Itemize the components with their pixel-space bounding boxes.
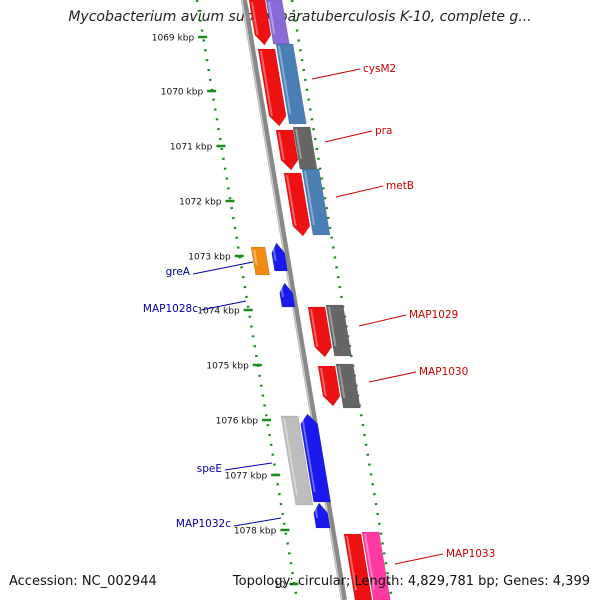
gene-block-MAP1033[interactable] xyxy=(343,533,373,600)
gene-label[interactable]: MAP1028c xyxy=(143,303,198,315)
ruler-tick-label: 1076 kbp xyxy=(216,417,259,427)
gene-block-MAP1030[interactable] xyxy=(317,365,341,407)
gene-sheen xyxy=(320,367,327,397)
accession-text: Accession: NC_002944 xyxy=(9,574,157,589)
gene-sheen xyxy=(280,284,284,298)
gene-sheen xyxy=(286,174,297,227)
gene-sheen xyxy=(251,1,259,36)
gene-sheen xyxy=(301,415,316,493)
gene-sheen xyxy=(364,533,376,591)
label-leader xyxy=(311,68,361,80)
gene-block-cysM2[interactable] xyxy=(257,48,287,127)
label-leader xyxy=(224,462,273,471)
ruler-tick-label: 1073 kbp xyxy=(188,253,231,263)
gene-label[interactable]: greA xyxy=(166,266,191,278)
label-leader xyxy=(324,130,373,143)
gene-sheen xyxy=(272,244,277,262)
topology-text: Topology: circular; Length: 4,829,781 bp… xyxy=(232,574,590,589)
gene-label[interactable]: pra xyxy=(375,125,392,137)
gene-block-cysM2-product[interactable] xyxy=(275,43,307,125)
gene-label[interactable]: cysM2 xyxy=(363,63,396,75)
gene-label[interactable]: MAP1033 xyxy=(446,548,495,560)
gene-block-MAP1030-product[interactable] xyxy=(335,363,361,409)
genome-title: Mycobacterium avium subsp. paratuberculo… xyxy=(68,9,532,25)
gene-label[interactable]: metB xyxy=(386,180,414,192)
label-leader xyxy=(233,517,282,527)
label-leader xyxy=(200,300,247,311)
ruler-tick-label: 1072 kbp xyxy=(179,198,222,208)
gene-block-metB[interactable] xyxy=(283,172,311,237)
gene-block-greA[interactable] xyxy=(250,246,271,276)
gene-block-MAP1029-product[interactable] xyxy=(325,304,352,357)
gene-labels: cysM2 pra metB MAP1029 MAP1030 MAP1033 greA MAP… xyxy=(143,63,495,565)
ruler-tick-label: 1070 kbp xyxy=(161,88,204,98)
ruler-tick-label: 1074 kbp xyxy=(197,307,240,317)
label-leader xyxy=(358,314,407,327)
gene-sheen xyxy=(283,417,298,496)
gene-block[interactable] xyxy=(248,0,272,46)
gene-sheen xyxy=(346,535,357,591)
gene-sheen xyxy=(295,128,302,160)
ruler: 1069 kbp 1070 kbp 1071 kbp 1072 kbp 1073 kbp… xyxy=(152,0,394,600)
gene-sheen xyxy=(310,308,319,348)
gene-sheen xyxy=(278,45,292,115)
gene-label[interactable]: MAP1030 xyxy=(419,366,468,378)
gene-sheen xyxy=(338,365,346,399)
label-leader xyxy=(335,185,384,198)
ruler-tick-label: 10 xyxy=(274,581,286,591)
gene-sheen xyxy=(253,248,258,266)
gene-block-greA-product[interactable] xyxy=(271,242,289,272)
gene-block-speE-shadow[interactable] xyxy=(280,415,314,506)
gene-label[interactable]: MAP1029 xyxy=(409,309,458,321)
gene-sheen xyxy=(268,1,276,35)
gene-sheen xyxy=(260,50,273,117)
ruler-tick-label: 1075 kbp xyxy=(206,362,249,372)
gene-label[interactable]: speE xyxy=(197,463,222,475)
label-leader xyxy=(192,261,254,275)
gene-sheen xyxy=(278,131,285,161)
ruler-tick-label: 1071 kbp xyxy=(170,143,213,153)
label-leader xyxy=(394,553,444,565)
ruler-tick-label: 1069 kbp xyxy=(152,34,195,44)
gene-block-MAP1028c[interactable] xyxy=(279,282,296,308)
gene-block-pra[interactable] xyxy=(275,129,299,171)
gene-sheen xyxy=(304,170,315,226)
gene-label[interactable]: MAP1032c xyxy=(176,518,231,530)
gene-block-MAP1032c[interactable] xyxy=(313,502,331,529)
gene-sheen xyxy=(328,306,337,347)
ruler-guide-right xyxy=(290,0,394,600)
gene-sheen xyxy=(314,504,319,519)
label-leader xyxy=(368,371,417,383)
gene-block-MAP1029[interactable] xyxy=(307,306,332,358)
gene-block-MAP1033-product[interactable] xyxy=(361,531,391,600)
ruler-tick-label: 1077 kbp xyxy=(225,472,268,482)
genes xyxy=(248,0,391,600)
ruler-tick-label: 1078 kbp xyxy=(234,527,277,537)
gene-block-metB-product[interactable] xyxy=(301,168,331,236)
ruler-guide-left xyxy=(195,0,299,600)
gene-block-speE[interactable] xyxy=(300,413,332,503)
